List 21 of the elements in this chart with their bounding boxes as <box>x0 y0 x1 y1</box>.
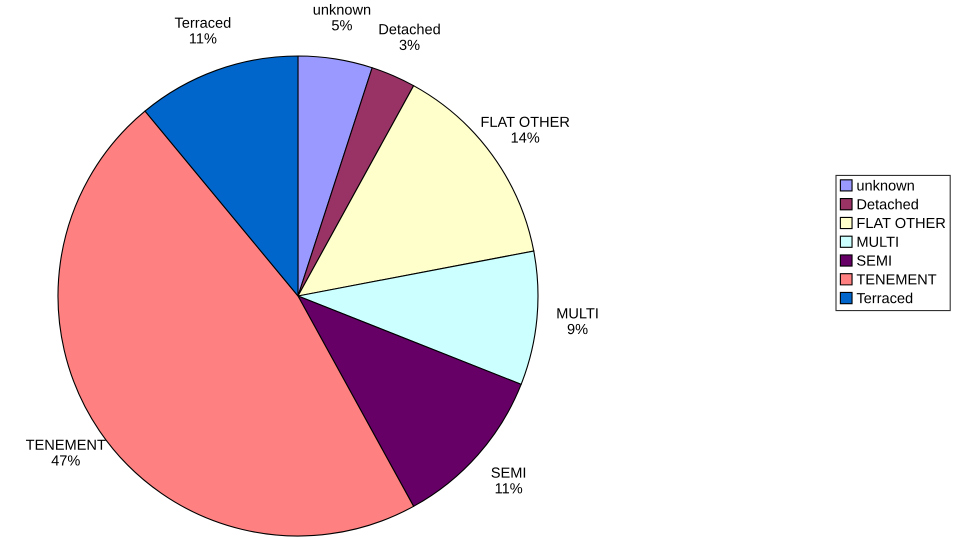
data-label: 3% <box>400 40 420 50</box>
legend-label: unknown <box>857 180 914 191</box>
data-label: 11% <box>190 33 216 44</box>
legend-label: TENEMENT <box>856 274 936 284</box>
legend-label: Detached <box>858 198 918 210</box>
data-label: 14% <box>512 132 540 143</box>
data-label: 11% <box>496 483 522 494</box>
legend-label: FLAT OTHER <box>858 218 946 228</box>
slice-label: unknown <box>314 4 370 15</box>
data-label: 9% <box>568 324 588 334</box>
slice-label: Terraced <box>174 17 230 28</box>
legend-label: MULTI <box>858 236 898 247</box>
slice-label: TENEMENT <box>26 440 106 450</box>
slice-label: Detached <box>380 24 440 34</box>
legend-label: Terraced <box>856 292 912 304</box>
legend-label: SEMI <box>857 255 891 266</box>
slice-label: FLAT OTHER <box>482 116 570 128</box>
slice-label: SEMI <box>491 467 526 478</box>
data-label: 47% <box>51 455 80 466</box>
slice-label: MULTI <box>557 308 598 318</box>
data-label: 5% <box>332 20 352 30</box>
